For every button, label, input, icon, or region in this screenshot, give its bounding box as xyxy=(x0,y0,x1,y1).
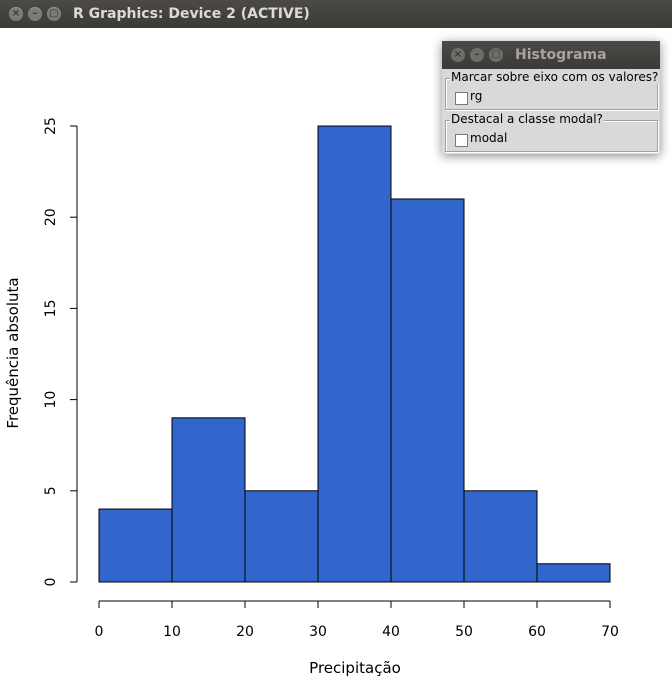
axis-values-group-label: Marcar sobre eixo com os valores? xyxy=(450,70,660,84)
dialog-title-bar[interactable]: × – □ Histograma xyxy=(442,41,660,69)
x-tick-label: 0 xyxy=(95,624,104,640)
axis-values-group: Marcar sobre eixo com os valores? rg xyxy=(445,70,660,110)
x-tick-label: 60 xyxy=(528,624,546,640)
title-bar[interactable]: × – □ R Graphics: Device 2 (ACTIVE) xyxy=(0,0,672,28)
dialog-minimize-icon[interactable]: – xyxy=(470,48,484,62)
bars-group xyxy=(98,125,611,583)
y-tick-label: 15 xyxy=(43,299,59,317)
x-axis: 0 10 20 30 40 50 60 70 xyxy=(95,600,619,640)
y-tick-label: 10 xyxy=(43,391,59,409)
dialog-close-icon[interactable]: × xyxy=(451,48,465,62)
rg-checkbox[interactable] xyxy=(455,92,468,105)
histogram-bar xyxy=(317,125,392,583)
x-tick-label: 30 xyxy=(309,624,327,640)
histogram-bar xyxy=(171,417,246,583)
x-tick-label: 40 xyxy=(382,624,400,640)
y-tick-label: 25 xyxy=(43,117,59,135)
y-axis-label: Frequência absoluta xyxy=(4,277,22,428)
x-axis-label: Precipitação xyxy=(309,659,401,677)
x-tick-label: 70 xyxy=(601,624,619,640)
modal-checkbox-label[interactable]: modal xyxy=(470,131,508,145)
window-title: R Graphics: Device 2 (ACTIVE) xyxy=(73,6,310,22)
dialog-title: Histograma xyxy=(515,47,607,63)
histogram-bar xyxy=(244,490,319,583)
histogram-bar xyxy=(98,508,173,583)
rg-checkbox-label[interactable]: rg xyxy=(470,89,483,103)
x-tick-label: 50 xyxy=(455,624,473,640)
modal-class-group: Destacal a classe modal? modal xyxy=(445,112,658,152)
y-axis: 0 5 10 15 20 25 xyxy=(43,117,78,587)
x-tick-label: 10 xyxy=(163,624,181,640)
y-tick-label: 0 xyxy=(43,578,59,587)
plot-area: 0 5 10 15 20 25 0 10 20 30 40 50 60 70 Precipitação … xyxy=(0,28,672,700)
histogram-bar xyxy=(536,563,611,583)
histogram-bar xyxy=(463,490,538,583)
histograma-dialog: × – □ Histograma Marcar sobre eixo com o… xyxy=(442,41,660,154)
maximize-icon[interactable]: □ xyxy=(47,7,61,21)
modal-class-group-label: Destacal a classe modal? xyxy=(450,112,604,126)
minimize-icon[interactable]: – xyxy=(28,7,42,21)
histogram-bar xyxy=(390,198,465,583)
modal-checkbox[interactable] xyxy=(455,134,468,147)
y-tick-label: 5 xyxy=(43,486,59,495)
dialog-maximize-icon[interactable]: □ xyxy=(489,48,503,62)
x-tick-label: 20 xyxy=(236,624,254,640)
close-icon[interactable]: × xyxy=(9,7,23,21)
y-tick-label: 20 xyxy=(43,208,59,226)
